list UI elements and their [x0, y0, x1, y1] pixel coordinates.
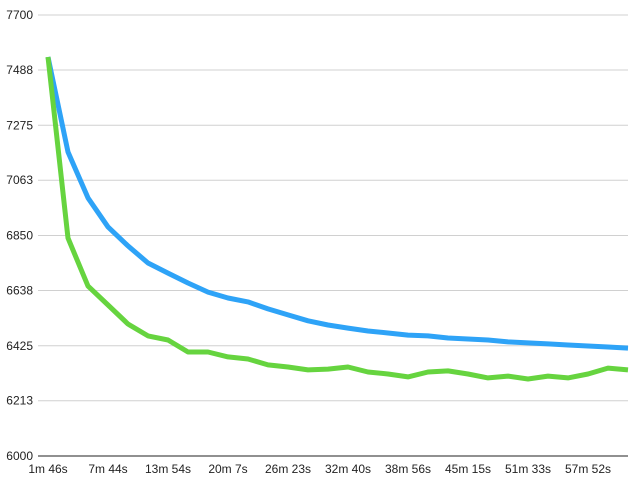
x-tick-label: 45m 15s [445, 462, 491, 476]
y-tick-label: 7700 [6, 8, 33, 22]
series-lines [45, 56, 629, 382]
y-tick-label: 6213 [6, 394, 33, 408]
y-axis-ticks: 6000 6213 6425 6638 6850 7063 7275 7488 7700 [6, 8, 33, 463]
series-line-1 [45, 56, 629, 382]
y-tick-label: 7488 [6, 63, 33, 77]
x-axis-ticks: 1m 46s 7m 44s 13m 54s 20m 7s 26m 23s 32m 40s 3… [28, 462, 611, 476]
y-tick-label: 6000 [6, 449, 33, 463]
y-tick-label: 7275 [6, 118, 33, 132]
y-tick-label: 7063 [6, 173, 33, 187]
x-tick-label: 26m 23s [265, 462, 311, 476]
x-tick-label: 51m 33s [505, 462, 551, 476]
x-tick-label: 20m 7s [208, 462, 247, 476]
gridlines [38, 14, 628, 402]
x-tick-label: 38m 56s [385, 462, 431, 476]
x-tick-label: 7m 44s [88, 462, 127, 476]
x-tick-label: 32m 40s [325, 462, 371, 476]
y-tick-label: 6850 [6, 229, 33, 243]
y-tick-label: 6638 [6, 283, 33, 297]
series-line-0 [45, 56, 629, 351]
x-tick-label: 1m 46s [28, 462, 67, 476]
x-tick-label: 13m 54s [145, 462, 191, 476]
y-tick-label: 6425 [6, 339, 33, 353]
x-tick-label: 57m 52s [565, 462, 611, 476]
